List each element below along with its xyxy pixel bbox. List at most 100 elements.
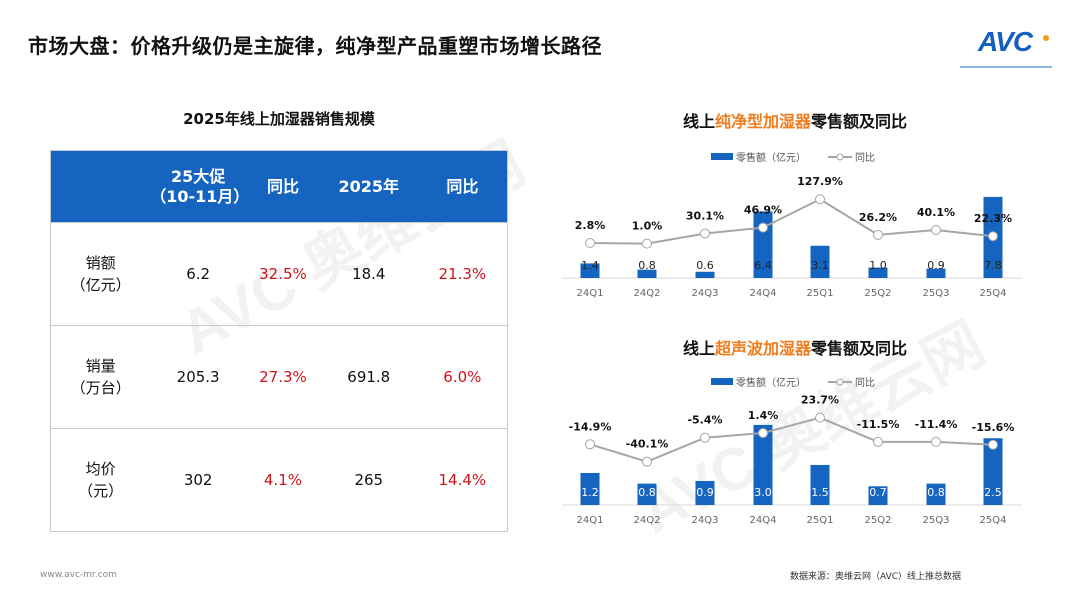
cell: 302	[150, 428, 247, 532]
x-tick-label: 25Q3	[923, 288, 950, 299]
bar	[926, 483, 946, 505]
bar-value-label: 0.8	[638, 259, 656, 272]
yoy-label: -5.4%	[687, 414, 722, 427]
cell: 27.3%	[246, 325, 320, 429]
cell: 32.5%	[246, 222, 320, 326]
bar	[926, 268, 946, 278]
bar-value-label: 0.8	[927, 486, 945, 499]
bar	[753, 424, 773, 505]
legend-line-label: 同比	[855, 152, 875, 164]
yoy-label: -15.6%	[972, 421, 1015, 434]
legend-line-marker	[836, 378, 844, 386]
bar-value-label: 1.2	[581, 486, 599, 499]
x-tick-label: 24Q3	[692, 288, 719, 299]
bar-value-label: 0.8	[638, 486, 656, 499]
yoy-point	[873, 436, 883, 447]
x-tick-label: 25Q1	[807, 515, 834, 526]
data-source: 数据来源：奥维云网（AVC）线上推总数据	[790, 572, 962, 582]
yoy-label: 22.3%	[974, 212, 1012, 225]
bar-value-label: 0.9	[927, 259, 945, 272]
bar-value-label: 0.9	[696, 486, 714, 499]
page-title: 市场大盘：价格升级仍是主旋律，纯净型产品重塑市场增长路径	[28, 34, 602, 58]
yoy-label: 1.0%	[632, 220, 663, 233]
yoy-line	[589, 416, 994, 463]
row-label: 销量 （万台）	[50, 325, 151, 429]
bar-value-label: 0.7	[869, 486, 887, 499]
yoy-label: -14.9%	[569, 420, 612, 433]
x-tick-label: 24Q3	[692, 515, 719, 526]
bar	[695, 271, 715, 278]
title-highlight: 超声波加湿器	[714, 339, 811, 358]
x-tick-label: 25Q2	[865, 288, 892, 299]
bar-value-label: 7.8	[984, 259, 1002, 272]
yoy-label: 127.9%	[797, 175, 843, 188]
x-tick-label: 24Q2	[634, 288, 661, 299]
header-cell: 2025年	[319, 150, 418, 223]
title-prefix: 线上	[682, 339, 715, 358]
yoy-point	[815, 194, 825, 205]
cell: 14.4%	[417, 428, 508, 532]
yoy-point	[931, 436, 941, 447]
legend-line-label: 同比	[855, 377, 875, 389]
yoy-label: 46.9%	[744, 204, 782, 217]
bar	[637, 483, 657, 505]
row-label: 销额 （亿元）	[50, 222, 151, 326]
bar	[637, 269, 657, 278]
legend-bar-label: 零售额（亿元）	[736, 151, 806, 164]
yoy-line	[589, 198, 994, 245]
yoy-point	[758, 428, 768, 439]
bar	[580, 472, 600, 505]
header-cell: 25大促 （10-11月）	[150, 150, 249, 223]
yoy-label: 2.8%	[575, 219, 606, 232]
bar	[810, 245, 830, 278]
cell: 4.1%	[246, 428, 320, 532]
table-title: 2025年线上加湿器销售规模	[183, 110, 375, 128]
avc-logo: AVC	[978, 26, 1033, 57]
cell: 21.3%	[417, 222, 508, 326]
yoy-label: 40.1%	[917, 206, 955, 219]
bar-value-label: 1.5	[811, 486, 829, 499]
x-tick-label: 25Q3	[923, 515, 950, 526]
cell: 6.2	[150, 222, 247, 326]
yoy-point	[988, 439, 998, 450]
x-tick-label: 25Q4	[980, 288, 1007, 299]
bar	[695, 480, 715, 505]
x-tick-label: 24Q4	[750, 515, 777, 526]
header-cell: 同比	[417, 150, 508, 223]
yoy-label: -11.5%	[857, 418, 900, 431]
bar	[868, 486, 888, 505]
cell: 18.4	[319, 222, 418, 326]
yoy-point	[873, 229, 883, 240]
cell: 6.0%	[417, 325, 508, 429]
yoy-label: -40.1%	[626, 438, 669, 451]
chart-title-ultrasonic: 线上超声波加湿器零售额及同比	[560, 335, 1030, 359]
title-prefix: 线上	[682, 112, 715, 131]
x-tick-label: 25Q4	[980, 515, 1007, 526]
x-tick-label: 24Q1	[577, 288, 604, 299]
website: www.avc-mr.com	[40, 570, 117, 580]
cell: 691.8	[319, 325, 418, 429]
x-tick-label: 25Q1	[807, 288, 834, 299]
yoy-label: 1.4%	[748, 409, 779, 422]
yoy-label: 30.1%	[686, 209, 724, 222]
bar-value-label: 3.1	[811, 259, 829, 272]
yoy-point	[700, 228, 710, 239]
bar-value-label: 1.0	[869, 259, 887, 272]
title-suffix: 零售额及同比	[811, 339, 908, 358]
legend-bar-swatch	[711, 378, 733, 385]
header-cell: 同比	[246, 150, 320, 223]
cell: 205.3	[150, 325, 247, 429]
bar-value-label: 0.6	[696, 259, 714, 272]
yoy-label: 23.7%	[801, 394, 839, 407]
cell: 265	[319, 428, 418, 532]
table-row: 均价 （元） 302 4.1% 265 14.4%	[50, 428, 508, 532]
x-tick-label: 24Q2	[634, 515, 661, 526]
legend-bar-swatch	[711, 153, 733, 160]
table-row: 销量 （万台） 205.3 27.3% 691.8 6.0%	[50, 325, 508, 429]
legend-bar-label: 零售额（亿元）	[736, 376, 806, 389]
chart-title-pure: 线上纯净型加湿器零售额及同比	[560, 108, 1030, 132]
yoy-point	[815, 412, 825, 423]
yoy-point	[988, 231, 998, 242]
yoy-point	[642, 238, 652, 249]
